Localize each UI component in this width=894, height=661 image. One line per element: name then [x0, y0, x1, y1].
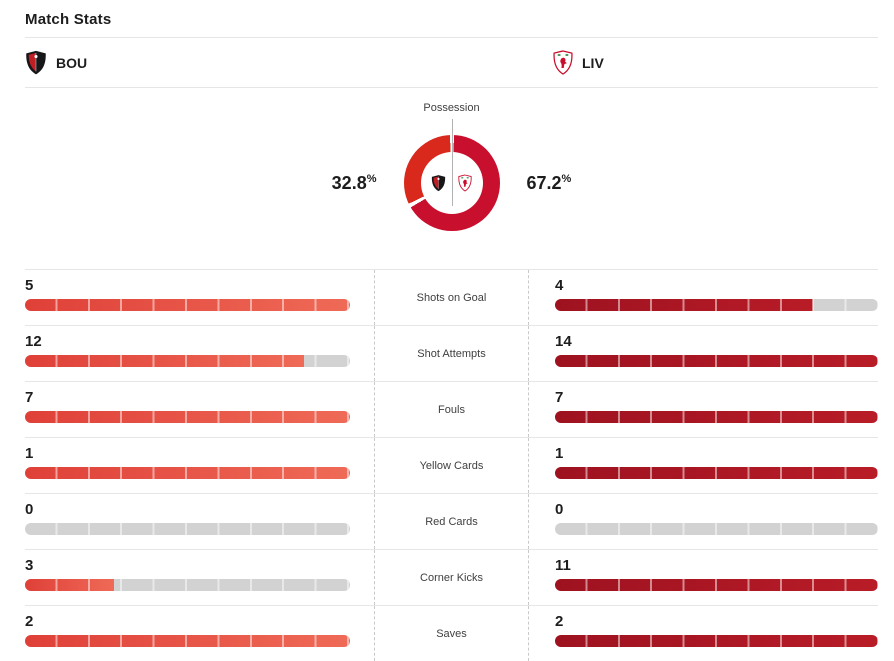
home-stat-value: 7 [25, 389, 34, 406]
stats-list: 5 Shots on Goal 4 12 Shot Attempts 14 7 [25, 269, 878, 661]
away-team-abbr: LIV [582, 54, 604, 71]
away-stat-bar [555, 467, 878, 479]
page-title: Match Stats [25, 11, 112, 28]
stat-label: Yellow Cards [374, 438, 529, 493]
home-stat-cell: 5 [25, 270, 374, 325]
home-stat-bar-fill [25, 635, 350, 647]
away-stat-bar-fill [555, 411, 878, 423]
home-stat-bar-fill [25, 411, 350, 423]
percent-sign: % [366, 172, 377, 185]
home-stat-value: 3 [25, 557, 34, 574]
away-stat-bar [555, 523, 878, 535]
stat-label: Saves [374, 606, 529, 661]
possession-donut [403, 119, 500, 231]
home-stat-bar [25, 579, 350, 591]
home-stat-cell: 1 [25, 438, 374, 493]
away-stat-cell: 0 [529, 494, 878, 549]
home-stat-bar [25, 355, 350, 367]
away-stat-value: 2 [555, 613, 564, 630]
away-stat-value: 7 [555, 389, 564, 406]
liv-crest-icon [553, 50, 573, 75]
away-stat-cell: 14 [529, 326, 878, 381]
away-stat-bar [555, 411, 878, 423]
away-stat-value: 1 [555, 445, 564, 462]
home-stat-bar [25, 523, 350, 535]
stat-row: 7 Fouls 7 [25, 381, 878, 437]
possession-chart: 32.8% 67.2% [25, 119, 878, 231]
home-team-abbr: BOU [56, 54, 88, 71]
away-stat-bar-fill [555, 299, 814, 311]
away-stat-cell: 4 [529, 270, 878, 325]
away-stat-bar-fill [555, 355, 878, 367]
home-stat-cell: 2 [25, 606, 374, 661]
stat-row: 3 Corner Kicks 11 [25, 549, 878, 605]
away-stat-cell: 2 [529, 606, 878, 661]
away-stat-cell: 7 [529, 382, 878, 437]
home-stat-cell: 12 [25, 326, 374, 381]
home-stat-value: 5 [25, 277, 34, 294]
stat-row: 5 Shots on Goal 4 [25, 269, 878, 325]
stat-row: 2 Saves 2 [25, 605, 878, 661]
away-stat-bar-fill [555, 467, 878, 479]
home-stat-bar [25, 411, 350, 423]
bou-crest-icon [431, 175, 446, 192]
home-stat-bar [25, 635, 350, 647]
home-stat-bar-fill [25, 579, 114, 591]
home-stat-value: 1 [25, 445, 34, 462]
away-stat-bar [555, 635, 878, 647]
away-team: LIV [529, 50, 878, 75]
away-stat-value: 4 [555, 277, 564, 294]
away-stat-value: 14 [555, 333, 572, 350]
stat-row: 1 Yellow Cards 1 [25, 437, 878, 493]
away-possession-pct: 67.2% [526, 172, 572, 193]
away-stat-bar [555, 579, 878, 591]
home-stat-bar-fill [25, 467, 350, 479]
home-possession-pct: 32.8% [331, 172, 377, 193]
away-stat-cell: 1 [529, 438, 878, 493]
away-stat-bar [555, 299, 878, 311]
stat-label: Shot Attempts [374, 326, 529, 381]
donut-crests [404, 175, 500, 192]
away-stat-value: 11 [555, 557, 571, 574]
stat-label: Red Cards [374, 494, 529, 549]
home-stat-bar-fill [25, 299, 350, 311]
possession-title: Possession [423, 102, 480, 114]
home-stat-bar [25, 467, 350, 479]
bou-crest-icon [25, 50, 47, 75]
away-stat-bar-fill [555, 579, 878, 591]
home-stat-bar [25, 299, 350, 311]
away-stat-value: 0 [555, 501, 564, 518]
away-stat-bar [555, 355, 878, 367]
stat-label: Shots on Goal [374, 270, 529, 325]
team-header-row: BOU LIV [25, 38, 878, 88]
stat-row: 0 Red Cards 0 [25, 493, 878, 549]
away-stat-bar-fill [555, 635, 878, 647]
stat-row: 12 Shot Attempts 14 [25, 325, 878, 381]
stat-label: Corner Kicks [374, 550, 529, 605]
percent-sign: % [561, 172, 572, 185]
liv-crest-icon [458, 175, 472, 192]
home-stat-value: 0 [25, 501, 34, 518]
home-stat-cell: 7 [25, 382, 374, 437]
home-stat-cell: 3 [25, 550, 374, 605]
home-team: BOU [25, 50, 374, 75]
home-stat-value: 12 [25, 333, 42, 350]
home-stat-cell: 0 [25, 494, 374, 549]
panel-header: Match Stats [25, 0, 878, 38]
possession-section: Possession 32.8% 67.2% [25, 88, 878, 269]
away-stat-cell: 11 [529, 550, 878, 605]
stat-label: Fouls [374, 382, 529, 437]
home-stat-bar-fill [25, 355, 304, 367]
donut-divider-line [451, 119, 453, 206]
home-stat-value: 2 [25, 613, 34, 630]
